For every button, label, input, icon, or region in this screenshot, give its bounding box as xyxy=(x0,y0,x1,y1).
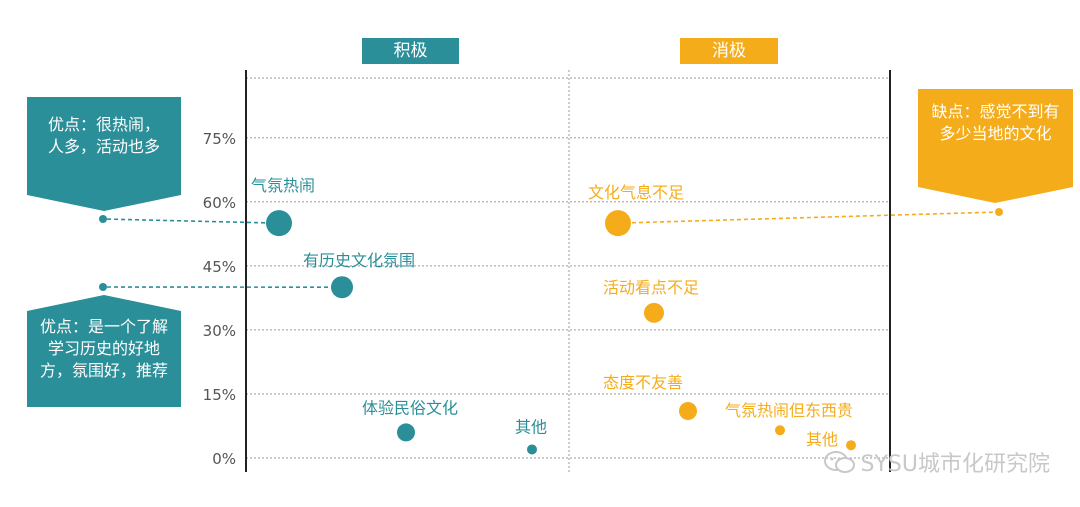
y-tick-label-5: 75% xyxy=(203,130,236,148)
pro-lively-callout: 优点：很热闹，人多，活动也多 xyxy=(27,97,181,211)
grid-layer xyxy=(246,77,890,459)
point-0-0 xyxy=(266,210,292,237)
pro-history-pointer xyxy=(27,295,181,311)
leader-lines xyxy=(99,208,1003,291)
y-tick-labels: 0% 15% 30% 45% 60% 75% xyxy=(203,130,236,468)
point-label-0-2: 体验民俗文化 xyxy=(362,398,458,417)
y-tick-label-3: 45% xyxy=(203,258,236,276)
point-1-0 xyxy=(605,210,631,237)
y-tick-label-4: 60% xyxy=(203,194,236,212)
point-label-0-3: 其他 xyxy=(515,417,547,436)
con-culture-callout: 缺点：感觉不到有多少当地的文化 xyxy=(918,89,1073,203)
axis-layer xyxy=(245,70,891,472)
pro-history-text: 优点：是一个了解学习历史的好地方，氛围好，推荐 xyxy=(39,317,168,380)
positive-header: 积极 xyxy=(362,38,459,64)
point-1-3 xyxy=(775,425,785,436)
point-0-1 xyxy=(331,276,353,299)
point-label-1-4: 其他 xyxy=(806,430,838,449)
pro-lively-pointer xyxy=(27,195,181,211)
point-label-1-2: 态度不友善 xyxy=(603,373,683,392)
point-1-2 xyxy=(679,402,697,421)
con-culture-text: 缺点：感觉不到有多少当地的文化 xyxy=(931,102,1060,143)
negative-header: 消极 xyxy=(680,38,778,64)
pro-lively-text: 优点：很热闹，人多，活动也多 xyxy=(47,115,160,156)
point-0-2 xyxy=(397,423,415,442)
point-label-1-1: 活动看点不足 xyxy=(603,278,699,297)
point-label-0-1: 有历史文化氛围 xyxy=(303,251,415,270)
watermark-text: SYSU城市化研究院 xyxy=(860,452,1050,477)
leader-culture-dot xyxy=(995,208,1003,216)
watermark: SYSU城市化研究院 xyxy=(823,446,1050,478)
pro-history-callout: 优点：是一个了解学习历史的好地方，氛围好，推荐 xyxy=(27,295,181,407)
data-points xyxy=(266,210,856,455)
leader-history-dot xyxy=(99,283,107,291)
leader-lively xyxy=(102,218,280,224)
y-tick-label-2: 30% xyxy=(203,322,236,340)
point-0-3 xyxy=(527,444,537,455)
point-1-4 xyxy=(846,440,856,451)
con-culture-pointer xyxy=(918,187,1073,203)
leader-culture xyxy=(617,211,1000,224)
point-label-1-3: 气氛热闹但东西贵 xyxy=(725,401,853,420)
leader-lively-dot xyxy=(99,215,107,223)
point-1-1 xyxy=(644,302,664,323)
point-label-0-0: 气氛热闹 xyxy=(251,176,315,195)
point-label-1-0: 文化气息不足 xyxy=(588,183,684,202)
y-tick-label-1: 15% xyxy=(203,386,236,404)
y-tick-label-0: 0% xyxy=(212,450,236,468)
wechat-icon xyxy=(823,451,855,473)
